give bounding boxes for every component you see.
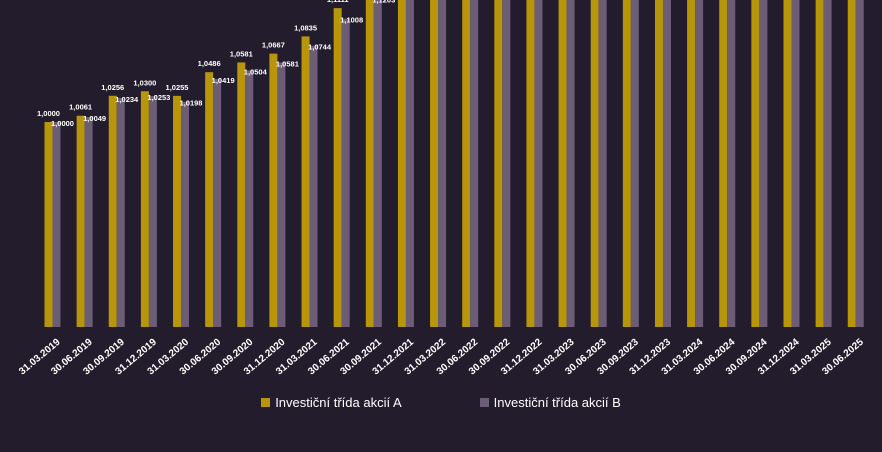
data-label-a: 1,0667 <box>262 41 285 50</box>
bar-series-a <box>847 0 856 327</box>
bar-series-b <box>695 0 704 327</box>
bar-series-b <box>759 0 768 328</box>
bar-series-a <box>719 0 728 327</box>
bar-series-b <box>148 96 157 327</box>
legend: Investiční třída akcií A Investiční tříd… <box>0 394 882 410</box>
data-label-a: 1,0300 <box>133 78 156 87</box>
bar-series-a <box>365 0 374 328</box>
bar-series-b <box>116 98 125 327</box>
data-label-a: 1,0255 <box>166 83 189 92</box>
data-label-b: 1,1203 <box>372 0 395 5</box>
data-label-a: 1,1111 <box>327 0 349 4</box>
bar-series-a <box>590 0 599 327</box>
bar-series-b <box>470 0 479 327</box>
bar-series-a <box>526 0 535 327</box>
bar-series-a <box>44 122 53 327</box>
legend-item-a: Investiční třída akcií A <box>261 394 402 410</box>
bar-series-a <box>301 36 310 327</box>
legend-swatch-b <box>479 397 489 407</box>
data-label-b: 1,0581 <box>276 59 299 68</box>
bar-series-a <box>462 0 471 327</box>
bar-series-b <box>277 62 286 327</box>
data-label-a: 1,0581 <box>230 49 253 58</box>
data-label-b: 1,0253 <box>147 93 170 102</box>
bar-series-a <box>237 62 246 327</box>
bar-series-a <box>76 115 85 327</box>
bar-series-b <box>534 0 543 327</box>
data-label-b: 1,0198 <box>180 99 203 108</box>
data-label-b: 1,0419 <box>212 76 235 85</box>
bar-series-a <box>333 8 342 328</box>
data-label-b: 1,0234 <box>115 95 139 104</box>
bar-series-b <box>823 0 832 328</box>
bar-series-a <box>205 72 214 327</box>
bar-series-a <box>751 0 760 328</box>
data-label-a: 1,0061 <box>69 103 92 112</box>
legend-swatch-a <box>261 397 271 407</box>
bar-series-b <box>566 0 575 328</box>
bar-series-b <box>181 101 190 327</box>
legend-label-b: Investiční třída akcií B <box>493 394 621 410</box>
bar-series-b <box>855 0 864 327</box>
bar-series-a <box>654 0 663 327</box>
data-label-a: 1,0256 <box>101 83 124 92</box>
bar-series-a <box>108 95 117 327</box>
bar-series-b <box>245 70 254 327</box>
bar-series-a <box>494 0 503 327</box>
data-label-b: 1,0504 <box>244 67 268 76</box>
bar-series-a <box>687 0 696 327</box>
data-label-a: 1,0486 <box>198 59 221 68</box>
bar-series-b <box>502 0 511 327</box>
data-label-a: 1,0835 <box>294 23 317 32</box>
data-label-b: 1,0049 <box>83 114 106 123</box>
bar-series-b <box>84 116 93 327</box>
bar-series-b <box>373 0 382 327</box>
bar-series-a <box>140 91 149 327</box>
bar-series-b <box>52 122 61 327</box>
bar-series-b <box>341 18 350 328</box>
legend-label-a: Investiční třída akcií A <box>275 394 402 410</box>
bar-series-a <box>622 0 631 328</box>
bar-series-b <box>438 0 447 328</box>
bar-series-b <box>309 45 318 328</box>
bar-series-a <box>430 0 439 328</box>
bar-series-b <box>405 0 414 327</box>
data-label-a: 1,0000 <box>37 109 60 118</box>
data-label-b: 1,1008 <box>340 16 363 25</box>
data-label-b: 1,0744 <box>308 43 332 52</box>
bar-series-a <box>783 0 792 327</box>
bar-series-b <box>791 0 800 327</box>
data-label-b: 1,0000 <box>51 119 74 128</box>
bar-series-a <box>397 0 406 328</box>
bar-series-b <box>662 0 671 327</box>
bar-series-b <box>598 0 607 327</box>
bar-series-b <box>727 0 736 327</box>
bar-series-a <box>269 53 278 327</box>
legend-item-b: Investiční třída akcií B <box>479 394 621 410</box>
bar-series-b <box>213 79 222 328</box>
bar-series-b <box>630 0 639 328</box>
bar-series-a <box>558 0 567 328</box>
bar-series-a <box>173 95 182 327</box>
bar-series-a <box>815 0 824 327</box>
